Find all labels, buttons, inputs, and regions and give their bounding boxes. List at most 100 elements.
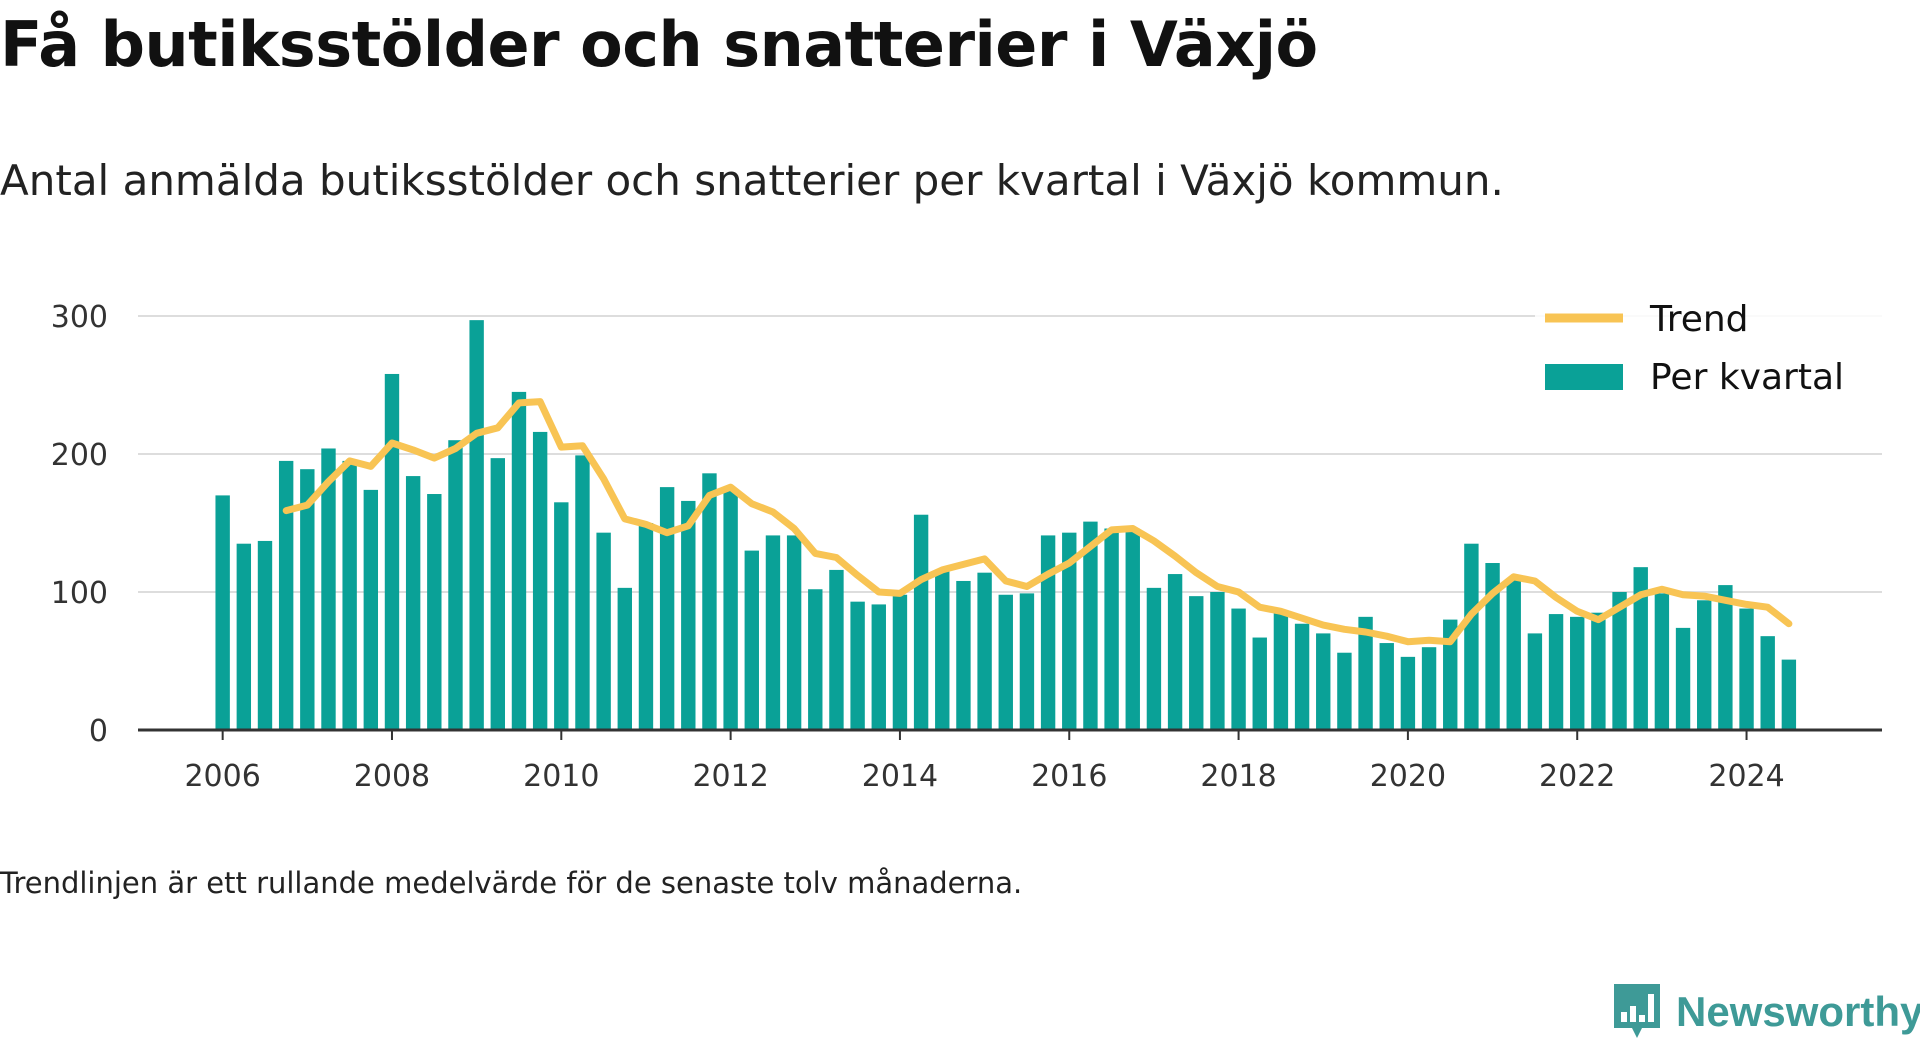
bar [1760, 636, 1775, 730]
bar [744, 550, 759, 730]
bar [1231, 608, 1246, 730]
bar [850, 601, 865, 730]
y-tick-label: 100 [51, 576, 108, 611]
bar [1379, 643, 1394, 730]
bar [1633, 567, 1648, 730]
bar [1167, 574, 1183, 730]
bar [1083, 521, 1098, 730]
bar [1189, 596, 1204, 730]
bar [1697, 600, 1712, 730]
bar [1040, 535, 1056, 730]
bar [278, 460, 294, 730]
x-tick-label: 2020 [1370, 759, 1446, 794]
bar [892, 594, 908, 730]
bar-series [215, 320, 1797, 730]
bar [469, 320, 484, 730]
x-tick-label: 2006 [184, 759, 260, 794]
bar [1273, 612, 1289, 730]
bar [871, 604, 886, 730]
bar [1421, 647, 1437, 730]
bar [1527, 633, 1543, 730]
newsworthy-logo-icon [1614, 984, 1660, 1038]
y-tick-label: 200 [51, 438, 108, 473]
bar [300, 469, 315, 730]
bar [257, 540, 273, 730]
bar [723, 488, 738, 730]
x-tick-label: 2024 [1708, 759, 1784, 794]
bar [638, 523, 654, 730]
bar [617, 587, 632, 730]
x-tick-label: 2008 [354, 759, 430, 794]
bar [681, 500, 696, 730]
legend-swatch-per-kvartal [1545, 364, 1623, 390]
bar [956, 580, 971, 730]
x-axis: 2006 2008 2010 2012 2014 2016 2018 2020 2022 2024 [184, 730, 1785, 794]
bar [1146, 587, 1162, 730]
x-tick-label: 2010 [523, 759, 599, 794]
chart-subtitle: Antal anmälda butiksstölder och snatteri… [0, 156, 1504, 205]
bar [554, 502, 569, 730]
bar [1400, 656, 1416, 730]
x-tick-label: 2022 [1539, 759, 1615, 794]
bar [1252, 637, 1267, 730]
bar [236, 543, 252, 730]
bar [1591, 612, 1606, 730]
bar [659, 487, 675, 730]
bar [1125, 528, 1140, 730]
bar [1612, 592, 1627, 730]
bar [1654, 593, 1670, 730]
bar [1062, 532, 1077, 730]
bar [405, 476, 421, 730]
bar [511, 391, 527, 730]
chart-title: Få butiksstölder och snatterier i Växjö [0, 8, 1318, 81]
bar [998, 594, 1013, 730]
x-tick-label: 2016 [1031, 759, 1107, 794]
x-tick-label: 2018 [1200, 759, 1276, 794]
bar [532, 431, 548, 730]
legend-label-trend: Trend [1649, 299, 1749, 340]
bar [786, 535, 802, 730]
y-tick-label: 300 [51, 300, 108, 335]
bar [765, 535, 781, 730]
bar [1358, 616, 1373, 730]
x-tick-label: 2014 [862, 759, 938, 794]
bar [575, 455, 590, 730]
bar [977, 572, 992, 730]
bar [1570, 616, 1585, 730]
bar [1019, 593, 1035, 730]
bar [1781, 659, 1797, 730]
bar [1506, 579, 1521, 730]
legend: Trend Per kvartal [1535, 260, 1915, 398]
brand-name: Newsworthy [1676, 988, 1920, 1035]
x-tick-label: 2012 [692, 759, 768, 794]
bar [1294, 623, 1310, 730]
bar [596, 532, 611, 730]
trend-series [282, 398, 1793, 646]
bar [427, 494, 442, 730]
bar [342, 460, 357, 730]
bar [935, 569, 950, 730]
bar [829, 569, 844, 730]
bar [1316, 633, 1331, 730]
bar [448, 440, 463, 730]
bar [363, 489, 379, 730]
legend-label-per-kvartal: Per kvartal [1650, 357, 1844, 398]
bar [1104, 528, 1119, 730]
bar [1337, 652, 1352, 730]
bar [1464, 543, 1479, 730]
brand: Newsworthy [1612, 982, 1920, 1042]
bar [913, 514, 929, 730]
trend-line [282, 398, 1793, 646]
bar [808, 589, 823, 730]
bar [1485, 563, 1500, 730]
bar [1739, 608, 1754, 730]
bar [321, 448, 336, 730]
bar [1210, 592, 1225, 730]
y-tick-label: 0 [89, 714, 108, 749]
bar [1548, 614, 1564, 730]
bar [215, 495, 230, 730]
y-axis: 0 100 200 300 [51, 300, 108, 749]
bar [490, 458, 506, 730]
bar [702, 473, 717, 730]
